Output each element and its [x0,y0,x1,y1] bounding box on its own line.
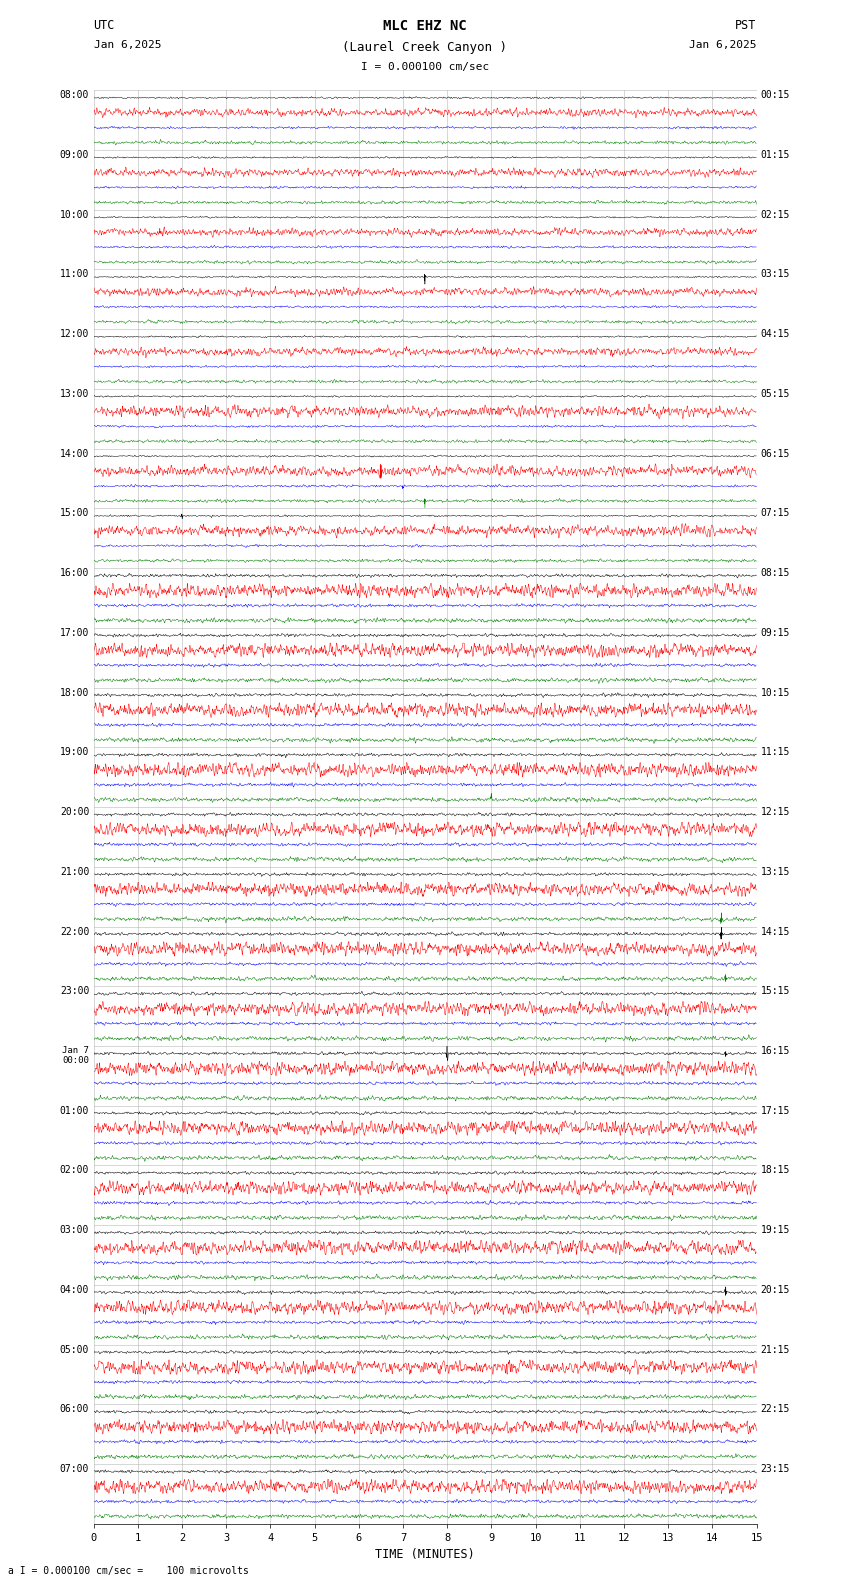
Text: Jan 7
00:00: Jan 7 00:00 [62,1045,89,1066]
Text: UTC: UTC [94,19,115,32]
Text: MLC EHZ NC: MLC EHZ NC [383,19,467,33]
Text: 14:00: 14:00 [60,448,89,459]
Text: 16:00: 16:00 [60,569,89,578]
Text: 22:00: 22:00 [60,927,89,936]
Text: a I = 0.000100 cm/sec =    100 microvolts: a I = 0.000100 cm/sec = 100 microvolts [8,1567,249,1576]
Text: 16:15: 16:15 [761,1045,790,1057]
Text: 07:15: 07:15 [761,508,790,518]
Text: (Laurel Creek Canyon ): (Laurel Creek Canyon ) [343,41,507,54]
Text: 02:15: 02:15 [761,209,790,220]
Text: PST: PST [735,19,756,32]
Text: 06:15: 06:15 [761,448,790,459]
Text: 01:15: 01:15 [761,150,790,160]
Text: 06:00: 06:00 [60,1405,89,1415]
Text: 23:15: 23:15 [761,1464,790,1475]
Text: 18:15: 18:15 [761,1166,790,1175]
Text: 11:15: 11:15 [761,748,790,757]
Text: 15:00: 15:00 [60,508,89,518]
Text: 17:00: 17:00 [60,627,89,638]
Text: 14:15: 14:15 [761,927,790,936]
Text: 09:00: 09:00 [60,150,89,160]
Text: 21:15: 21:15 [761,1345,790,1354]
Text: Jan 6,2025: Jan 6,2025 [94,40,161,49]
Text: 22:15: 22:15 [761,1405,790,1415]
Text: 03:15: 03:15 [761,269,790,279]
Text: 19:15: 19:15 [761,1224,790,1236]
Text: 04:00: 04:00 [60,1285,89,1294]
Text: Jan 6,2025: Jan 6,2025 [689,40,756,49]
Text: 12:15: 12:15 [761,806,790,817]
Text: 12:00: 12:00 [60,329,89,339]
Text: 08:15: 08:15 [761,569,790,578]
Text: 02:00: 02:00 [60,1166,89,1175]
Text: 23:00: 23:00 [60,987,89,996]
Text: 18:00: 18:00 [60,687,89,697]
Text: 03:00: 03:00 [60,1224,89,1236]
Text: 05:15: 05:15 [761,390,790,399]
Text: 21:00: 21:00 [60,866,89,878]
Text: 10:00: 10:00 [60,209,89,220]
Text: 13:00: 13:00 [60,390,89,399]
Text: 15:15: 15:15 [761,987,790,996]
Text: 10:15: 10:15 [761,687,790,697]
Text: 00:15: 00:15 [761,90,790,100]
Text: 08:00: 08:00 [60,90,89,100]
Text: 11:00: 11:00 [60,269,89,279]
Text: 20:15: 20:15 [761,1285,790,1294]
Text: 19:00: 19:00 [60,748,89,757]
X-axis label: TIME (MINUTES): TIME (MINUTES) [375,1549,475,1562]
Text: 17:15: 17:15 [761,1106,790,1115]
Text: 04:15: 04:15 [761,329,790,339]
Text: 13:15: 13:15 [761,866,790,878]
Text: 07:00: 07:00 [60,1464,89,1475]
Text: 05:00: 05:00 [60,1345,89,1354]
Text: 20:00: 20:00 [60,806,89,817]
Text: 01:00: 01:00 [60,1106,89,1115]
Text: 09:15: 09:15 [761,627,790,638]
Text: I = 0.000100 cm/sec: I = 0.000100 cm/sec [361,62,489,71]
